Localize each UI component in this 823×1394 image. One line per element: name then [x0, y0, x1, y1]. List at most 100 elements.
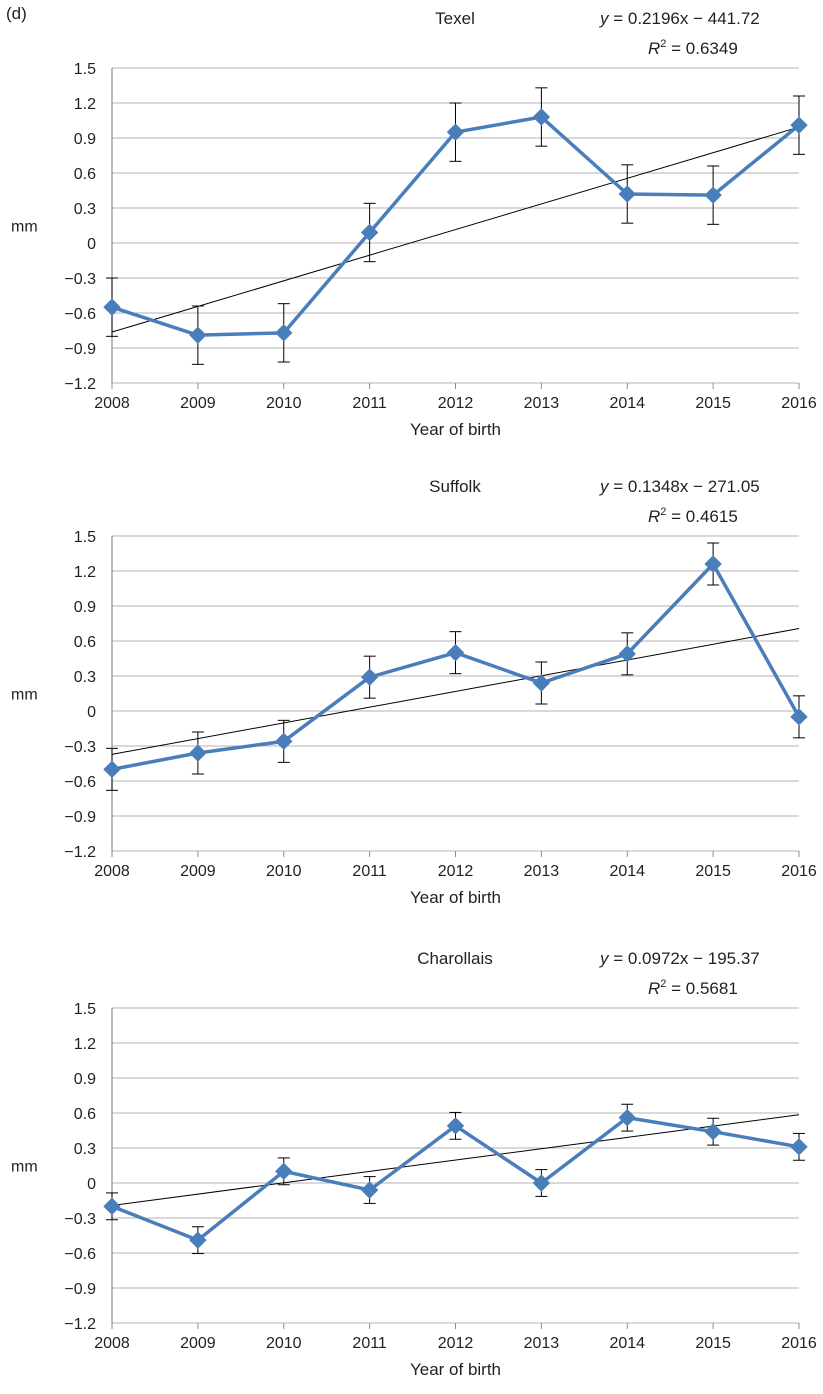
y-tick-label: −0.3 — [64, 739, 96, 756]
r-squared-superscript: 2 — [660, 506, 666, 518]
data-point-marker — [618, 645, 636, 663]
r-squared-label: R — [648, 979, 660, 998]
x-tick-label: 2010 — [266, 395, 302, 412]
trend-equation: y = 0.0972x − 195.37 — [599, 949, 760, 968]
r-squared-value: = 0.6349 — [666, 39, 737, 58]
trend-equation: y = 0.1348x − 271.05 — [599, 477, 760, 496]
y-axis-title: mm — [11, 1159, 38, 1176]
x-tick-label: 2010 — [266, 1335, 302, 1352]
y-tick-label: −0.9 — [64, 341, 96, 358]
y-tick-label: 1.2 — [74, 96, 96, 113]
y-tick-label: −0.6 — [64, 1246, 96, 1263]
data-point-marker — [189, 1231, 207, 1249]
r-squared-label: R — [648, 507, 660, 526]
y-axis-title: mm — [11, 219, 38, 236]
r-squared-value: = 0.5681 — [666, 979, 737, 998]
equation-text: = 0.2196x − 441.72 — [609, 9, 760, 28]
data-point-marker — [103, 1197, 121, 1216]
y-tick-label: −1.2 — [64, 1316, 96, 1333]
chart-panel-suffolk: 1.5 1.2 0.9 0.6 0.3 0 −0.3 −0.6 −0.9 −1.2 2008 2009… — [11, 477, 817, 907]
data-point-marker — [189, 326, 207, 344]
equation-variable: y — [599, 949, 610, 968]
y-tick-label: 0.3 — [74, 1141, 96, 1158]
x-tick-label: 2011 — [352, 1335, 387, 1352]
data-point-marker — [704, 1122, 722, 1141]
x-tick-label: 2008 — [94, 1335, 130, 1352]
y-tick-label: 0 — [87, 704, 96, 721]
trend-equation: y = 0.2196x − 441.72 — [599, 9, 760, 28]
trend-line — [111, 126, 800, 333]
x-tick-label: 2013 — [524, 395, 560, 412]
data-point-marker — [704, 186, 722, 204]
y-tick-label: −0.9 — [64, 1281, 96, 1298]
data-point-marker — [103, 760, 121, 779]
x-tick-label: 2015 — [695, 1335, 731, 1352]
data-point-marker — [360, 1181, 379, 1199]
data-point-marker — [790, 116, 808, 134]
data-point-marker — [532, 108, 551, 126]
y-tick-label: 0.6 — [74, 634, 96, 651]
data-point-marker — [275, 324, 293, 342]
equation-text: = 0.1348x − 271.05 — [609, 477, 760, 496]
y-tick-label: 0 — [87, 1176, 96, 1193]
y-tick-label: 1.2 — [74, 564, 96, 581]
data-point-marker — [275, 1162, 293, 1181]
data-point-marker — [360, 668, 379, 686]
y-tick-label: 1.2 — [74, 1036, 96, 1053]
chart-title: Suffolk — [429, 477, 481, 496]
x-tick-label: 2014 — [609, 395, 645, 412]
x-tick-label: 2009 — [180, 863, 216, 880]
r-squared-superscript: 2 — [660, 978, 666, 990]
chart-title: Charollais — [417, 949, 493, 968]
x-tick-label: 2008 — [94, 395, 130, 412]
r-squared: R2 = 0.5681 — [648, 978, 738, 998]
x-tick-label: 2016 — [781, 395, 817, 412]
x-tick-label: 2014 — [609, 1335, 645, 1352]
equation-variable: y — [599, 477, 610, 496]
trend-line — [111, 1114, 800, 1206]
y-tick-label: 0.3 — [74, 201, 96, 218]
x-tick-label: 2015 — [695, 395, 731, 412]
x-tick-label: 2011 — [352, 863, 387, 880]
r-squared-value: = 0.4615 — [666, 507, 737, 526]
data-point-marker — [790, 1138, 808, 1156]
x-tick-label: 2015 — [695, 863, 731, 880]
y-tick-label: −1.2 — [64, 376, 96, 393]
data-point-marker — [790, 708, 808, 726]
data-point-marker — [532, 1174, 551, 1192]
data-point-marker — [189, 744, 207, 762]
data-point-marker — [446, 123, 465, 141]
data-point-marker — [103, 298, 121, 316]
r-squared-label: R — [648, 39, 660, 58]
x-tick-label: 2009 — [180, 395, 216, 412]
y-tick-label: 0.6 — [74, 166, 96, 183]
data-point-marker — [275, 732, 293, 751]
y-axis-title: mm — [11, 687, 38, 704]
data-point-marker — [618, 185, 636, 203]
data-point-marker — [446, 643, 465, 662]
x-tick-label: 2016 — [781, 863, 817, 880]
x-tick-label: 2009 — [180, 1335, 216, 1352]
data-point-marker — [704, 555, 722, 573]
data-point-marker — [446, 1117, 465, 1135]
x-tick-label: 2014 — [609, 863, 645, 880]
equation-text: = 0.0972x − 195.37 — [609, 949, 760, 968]
y-tick-label: 0 — [87, 236, 96, 253]
x-tick-label: 2008 — [94, 863, 130, 880]
y-tick-label: 1.5 — [74, 1001, 96, 1018]
x-tick-label: 2016 — [781, 1335, 817, 1352]
y-tick-label: −0.3 — [64, 271, 96, 288]
x-axis-title: Year of birth — [410, 420, 501, 439]
panel-label: (d) — [6, 4, 27, 23]
y-tick-label: 1.5 — [74, 529, 96, 546]
data-point-marker — [618, 1108, 636, 1127]
x-tick-label: 2012 — [438, 1335, 474, 1352]
y-tick-label: 0.3 — [74, 669, 96, 686]
trend-line — [111, 628, 800, 755]
x-tick-label: 2011 — [352, 395, 387, 412]
y-tick-label: 0.9 — [74, 599, 96, 616]
x-tick-label: 2010 — [266, 863, 302, 880]
x-axis-title: Year of birth — [410, 1360, 501, 1379]
